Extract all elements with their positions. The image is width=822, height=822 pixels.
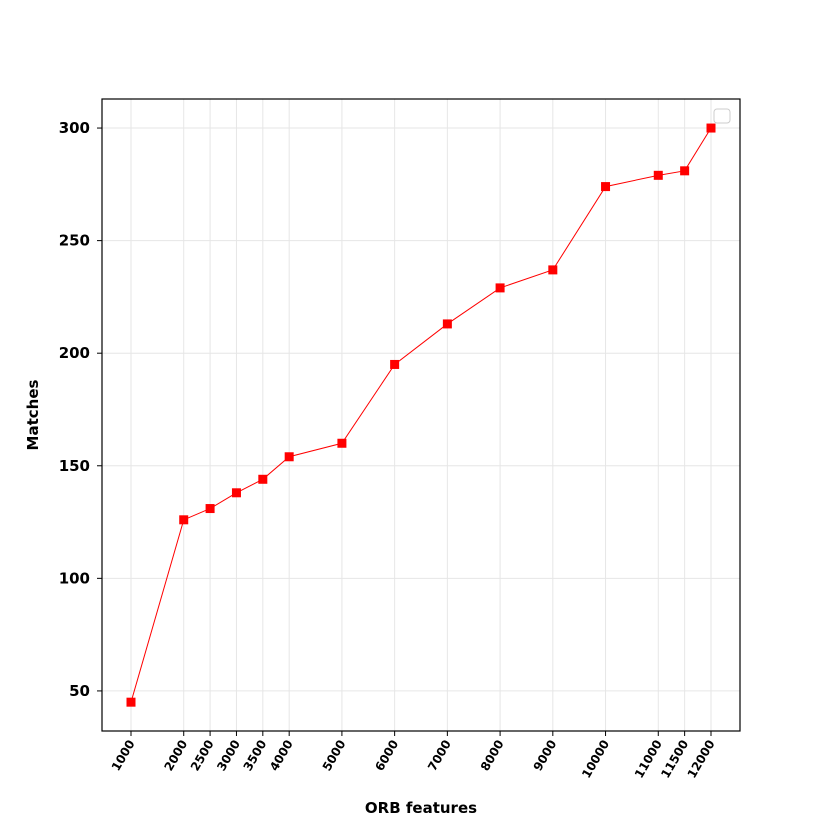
x-tick-label: 3500 bbox=[241, 738, 270, 774]
y-tick-label: 200 bbox=[59, 344, 90, 362]
plot-area bbox=[102, 99, 740, 731]
legend-box bbox=[713, 108, 731, 124]
marker bbox=[284, 452, 294, 462]
y-tick-label: 50 bbox=[69, 682, 90, 700]
x-tick-label: 3000 bbox=[214, 738, 243, 774]
x-tick-label: 1000 bbox=[109, 738, 138, 774]
marker bbox=[179, 515, 189, 525]
marker bbox=[258, 474, 268, 484]
x-tick-label: 5000 bbox=[320, 738, 349, 774]
marker bbox=[548, 265, 558, 275]
plot-frame bbox=[101, 98, 741, 732]
marker bbox=[442, 319, 452, 329]
x-axis-label: ORB features bbox=[365, 799, 477, 817]
x-tick-label: 7000 bbox=[425, 738, 454, 774]
marker bbox=[706, 123, 716, 133]
x-tick-label: 2500 bbox=[188, 738, 217, 774]
x-tick-label: 4000 bbox=[267, 738, 296, 774]
x-tick-label: 2000 bbox=[161, 738, 190, 774]
y-tick-label: 300 bbox=[59, 119, 90, 137]
marker bbox=[653, 170, 663, 180]
y-tick-label: 250 bbox=[59, 232, 90, 250]
x-tick-label: 10000 bbox=[579, 738, 612, 781]
marker bbox=[680, 166, 690, 176]
x-tick-label: 9000 bbox=[531, 738, 560, 774]
y-tick-label: 150 bbox=[59, 457, 90, 475]
marker bbox=[337, 438, 347, 448]
marker bbox=[495, 283, 505, 293]
marker bbox=[126, 697, 136, 707]
y-tick-label: 100 bbox=[59, 569, 90, 587]
marker bbox=[231, 488, 241, 498]
x-tick-label: 6000 bbox=[372, 738, 401, 774]
y-axis-label: Matches bbox=[24, 379, 42, 450]
marker bbox=[601, 182, 611, 192]
x-tick-label: 8000 bbox=[478, 738, 507, 774]
marker bbox=[390, 359, 400, 369]
marker bbox=[205, 504, 215, 514]
